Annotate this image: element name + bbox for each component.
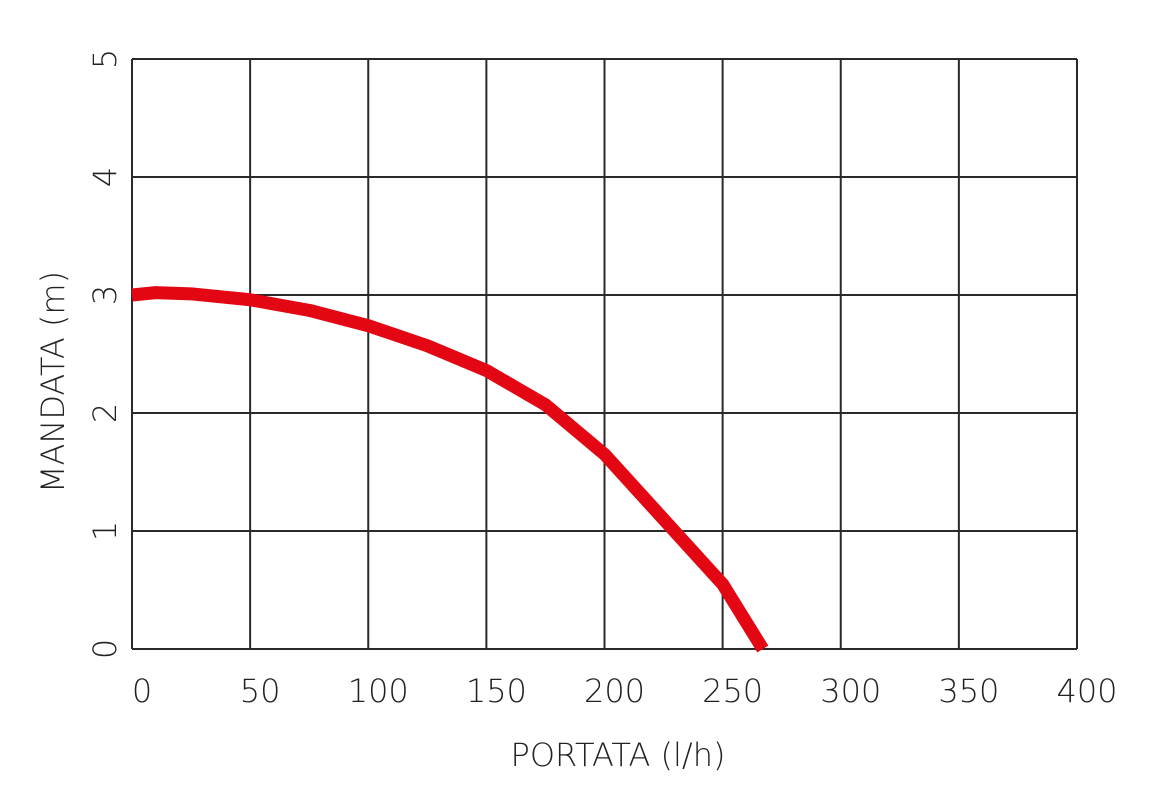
x-tick-label: 150: [466, 672, 527, 710]
x-tick-label: 50: [240, 672, 281, 710]
y-tick-label: 5: [86, 49, 124, 69]
x-tick-label: 250: [702, 672, 763, 710]
x-tick-label: 300: [820, 672, 881, 710]
x-axis-title: PORTATA (l/h): [511, 736, 726, 774]
data-line: [131, 286, 769, 653]
x-tick-label: 0: [132, 672, 152, 710]
y-tick-label: 1: [86, 521, 124, 541]
y-tick-label: 4: [86, 167, 124, 187]
y-tick-label: 2: [86, 403, 124, 423]
y-tick-label: 3: [86, 285, 124, 305]
y-axis-title: MANDATA (m): [34, 271, 72, 493]
x-tick-label: 200: [584, 672, 645, 710]
x-tick-label: 350: [938, 672, 999, 710]
x-tick-label: 400: [1056, 672, 1117, 710]
y-tick-label: 0: [86, 639, 124, 659]
x-tick-label: 100: [348, 672, 409, 710]
